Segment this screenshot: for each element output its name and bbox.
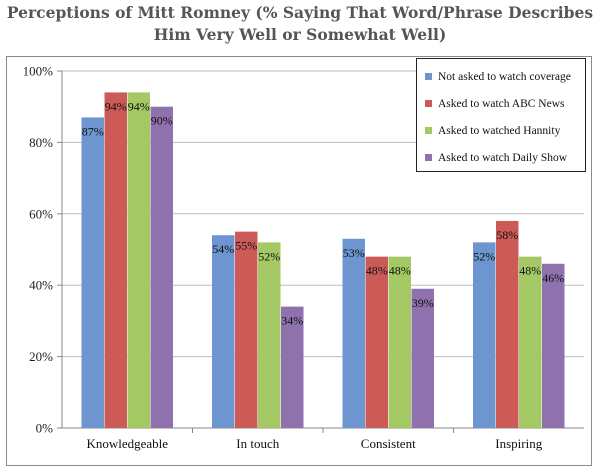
bar [473,242,496,428]
data-label: 48% [519,264,541,278]
data-label: 52% [473,249,495,263]
bar [150,106,173,428]
bar [519,256,542,428]
data-label: 53% [343,246,365,260]
legend-swatch [425,100,432,107]
legend-label: Asked to watch ABC News [438,97,565,110]
data-label: 90% [151,114,173,128]
y-tick-label: 20% [29,349,53,364]
data-label: 34% [281,314,303,328]
data-label: 52% [258,249,280,263]
legend-label: Not asked to watch coverage [438,70,571,83]
data-label: 55% [235,239,257,253]
legend-item-abc-news: Asked to watch ABC News [425,90,579,117]
bar [342,238,365,428]
bar [212,235,235,428]
bar [542,263,565,428]
bar [388,256,411,428]
legend-item-hannity: Asked to watched Hannity [425,117,579,144]
y-tick-label: 100% [23,64,54,79]
bar [281,306,304,428]
x-category-label: Knowledgeable [86,436,168,451]
legend-swatch [425,127,432,134]
data-label: 48% [389,264,411,278]
data-label: 94% [128,99,150,113]
y-tick-label: 40% [29,278,53,293]
data-label: 58% [496,228,518,242]
y-tick-label: 60% [29,206,53,221]
legend-swatch [425,73,432,80]
chart-title: Perceptions of Mitt Romney (% Saying Tha… [6,3,594,44]
data-label: 48% [366,264,388,278]
x-category-label: Consistent [361,436,416,451]
bar [104,92,127,429]
bar [258,242,281,428]
data-label: 54% [212,242,234,256]
x-category-label: In touch [236,436,279,451]
bar [235,231,258,428]
legend-label: Asked to watch Daily Show [438,151,568,164]
bar [81,117,104,428]
data-label: 87% [82,124,104,138]
y-tick-label: 80% [29,135,53,150]
data-label: 46% [542,271,564,285]
x-category-label: Inspiring [495,436,542,451]
data-label: 94% [105,99,127,113]
legend-swatch [425,154,432,161]
data-label: 39% [412,296,434,310]
bar [365,256,388,428]
legend-item-not-asked: Not asked to watch coverage [425,63,579,90]
legend-label: Asked to watched Hannity [438,124,561,137]
legend-item-daily-show: Asked to watch Daily Show [425,144,579,171]
bar [411,288,434,428]
legend: Not asked to watch coverage Asked to wat… [416,58,586,172]
bar [127,92,150,429]
y-tick-label: 0% [36,421,54,436]
bar [496,220,519,428]
